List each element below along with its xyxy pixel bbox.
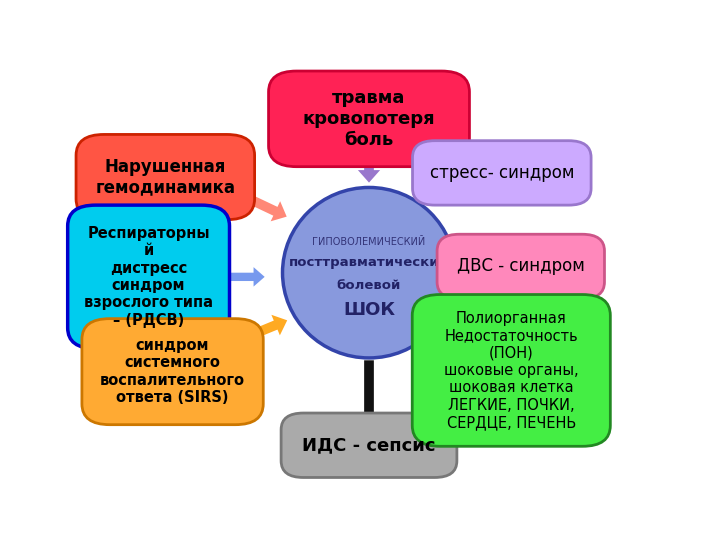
Text: травма
кровопотеря
боль: травма кровопотеря боль xyxy=(302,89,436,148)
Text: ИДС - сепсис: ИДС - сепсис xyxy=(302,436,436,454)
Text: ДВС - синдром: ДВС - синдром xyxy=(456,258,585,275)
FancyBboxPatch shape xyxy=(82,319,264,424)
Text: ГИПОВОЛЕМИЧЕСКИЙ: ГИПОВОЛЕМИЧЕСКИЙ xyxy=(312,237,426,247)
Text: стресс- синдром: стресс- синдром xyxy=(430,164,574,182)
Text: синдром
системного
воспалительного
ответа (SIRS): синдром системного воспалительного ответ… xyxy=(100,338,245,405)
FancyBboxPatch shape xyxy=(437,234,605,299)
FancyBboxPatch shape xyxy=(413,294,611,446)
FancyBboxPatch shape xyxy=(68,205,230,349)
Text: Респираторны
й
дистресс
синдром
взрослого типа
– (РДСВ): Респираторны й дистресс синдром взрослог… xyxy=(84,226,213,328)
Text: Полиорганная
Недостаточность
(ПОН)
шоковые органы,
шоковая клетка
ЛЕГКИЕ, ПОЧКИ,: Полиорганная Недостаточность (ПОН) шоков… xyxy=(444,310,579,430)
FancyBboxPatch shape xyxy=(281,413,457,477)
FancyBboxPatch shape xyxy=(76,134,255,220)
Text: болевой: болевой xyxy=(337,279,401,292)
FancyBboxPatch shape xyxy=(269,71,469,167)
Text: посттравматический: посттравматический xyxy=(289,256,449,269)
Ellipse shape xyxy=(282,187,456,358)
Text: Нарушенная
гемодинамика: Нарушенная гемодинамика xyxy=(95,158,235,197)
FancyBboxPatch shape xyxy=(413,141,591,205)
Text: ШОК: ШОК xyxy=(343,301,395,319)
